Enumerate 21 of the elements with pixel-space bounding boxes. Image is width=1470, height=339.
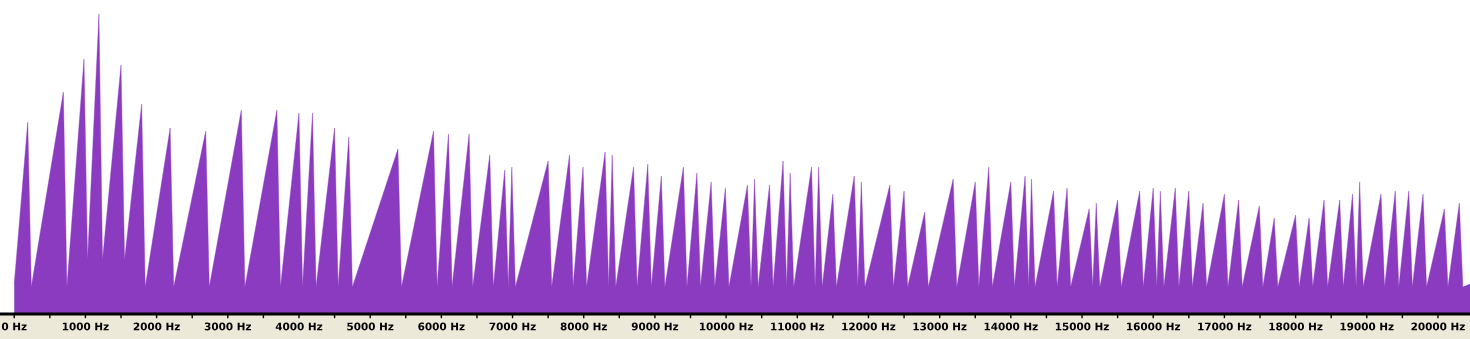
x-tick-label: 1000 Hz	[62, 322, 109, 331]
x-tick-label: 9000 Hz	[631, 322, 679, 331]
x-tick-label: 16000 Hz	[1127, 322, 1181, 331]
x-tick-label: 13000 Hz	[913, 322, 967, 331]
x-tick-label: 14000 Hz	[984, 322, 1038, 331]
x-tick-label: 20000 Hz	[1411, 322, 1465, 331]
x-tick-label: 5000 Hz	[347, 322, 394, 331]
x-tick-label: 7000 Hz	[489, 322, 536, 331]
x-tick-label: 2000 Hz	[133, 322, 180, 331]
x-tick-label: 15000 Hz	[1055, 322, 1109, 331]
x-tick-label: 3000 Hz	[204, 322, 251, 331]
x-tick-label: 19000 Hz	[1340, 322, 1394, 331]
x-tick-label: 6000 Hz	[418, 322, 465, 331]
x-tick-label: 0 Hz	[1, 322, 27, 331]
x-tick-label: 12000 Hz	[842, 322, 896, 331]
x-tick-label: 17000 Hz	[1198, 322, 1252, 331]
x-tick-label: 11000 Hz	[771, 322, 825, 331]
x-tick-label: 18000 Hz	[1269, 322, 1323, 331]
x-tick-label: 4000 Hz	[275, 322, 323, 331]
x-tick-label: 8000 Hz	[560, 322, 607, 331]
x-tick-label: 10000 Hz	[699, 322, 753, 331]
